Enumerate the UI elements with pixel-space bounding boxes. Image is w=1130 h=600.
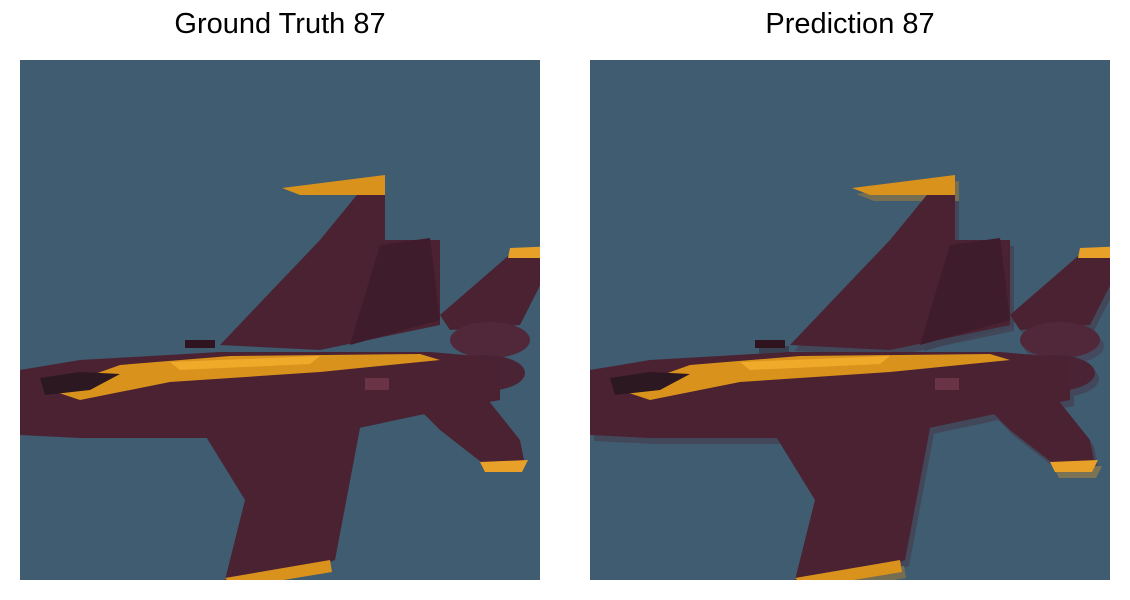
prediction-image: [590, 60, 1110, 580]
fighter-jet-image: [590, 60, 1110, 580]
ground-truth-title: Ground Truth 87: [174, 8, 386, 40]
fighter-jet-image: [20, 60, 540, 580]
prediction-title: Prediction 87: [765, 8, 935, 40]
ground-truth-image: [20, 60, 540, 580]
